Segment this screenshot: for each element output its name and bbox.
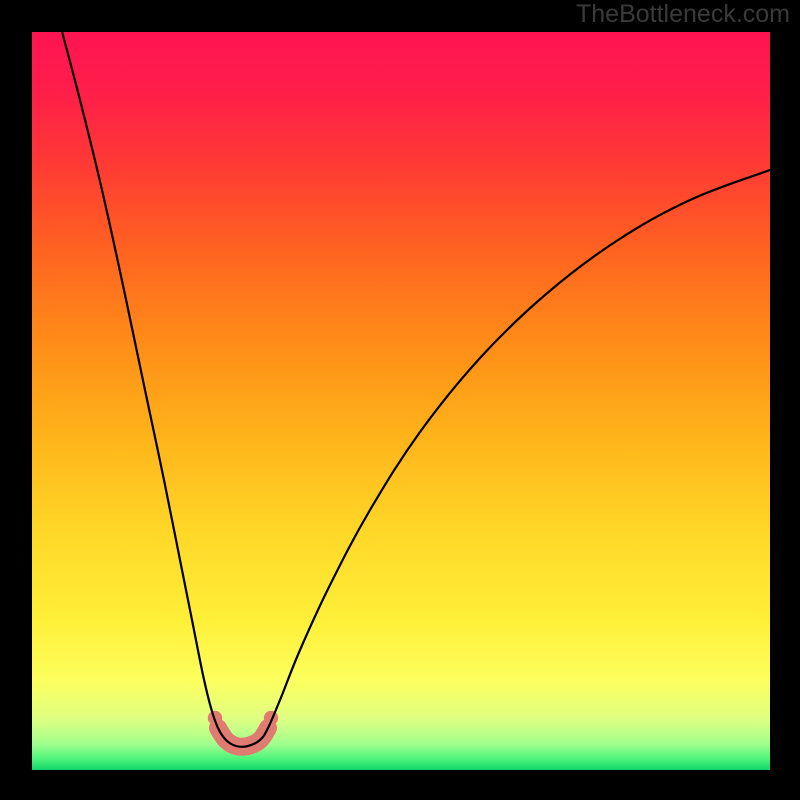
watermark-text: TheBottleneck.com — [576, 0, 790, 29]
chart-root: TheBottleneck.com — [0, 0, 800, 800]
gradient-plot-area — [32, 32, 770, 770]
